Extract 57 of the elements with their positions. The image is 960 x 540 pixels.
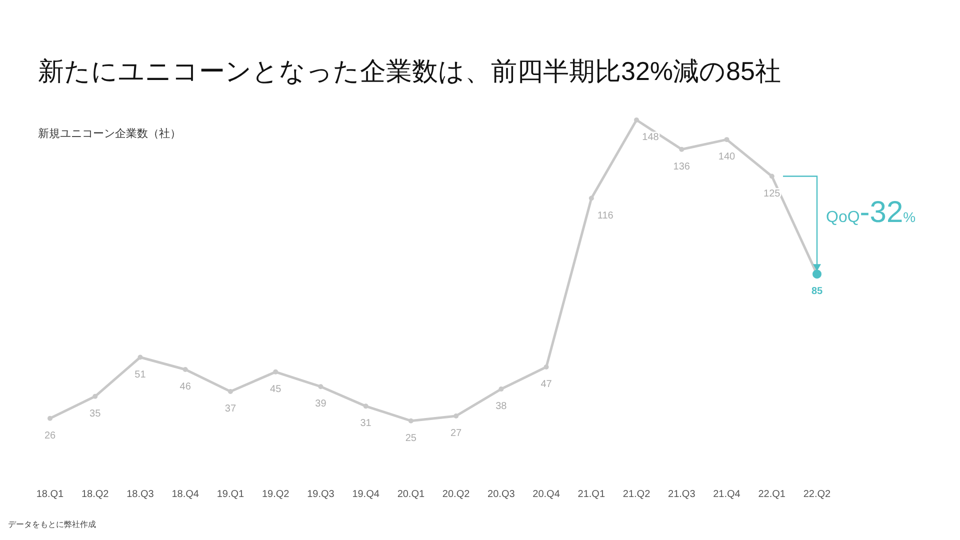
point (48, 416, 52, 421)
data-label: 116 (597, 210, 614, 222)
point (363, 404, 368, 409)
point (498, 386, 504, 392)
x-tick-label: 20.Q1 (397, 489, 425, 500)
x-tick-label: 19.Q1 (216, 489, 245, 500)
point (544, 364, 549, 370)
point (273, 369, 278, 374)
point (634, 118, 640, 122)
x-tick-label: 20.Q2 (442, 489, 470, 500)
x-tick-label: 21.Q4 (713, 489, 741, 500)
data-label: 47 (540, 379, 552, 390)
point (138, 354, 143, 360)
data-label: 37 (224, 404, 236, 414)
point (724, 137, 730, 142)
annotation: QoQ-32% (826, 196, 916, 230)
point (228, 389, 233, 394)
x-tick-label: 19.Q3 (307, 489, 335, 500)
data-label: 140 (718, 152, 736, 163)
x-tick-label: 21.Q2 (622, 489, 651, 500)
data-label: 39 (315, 398, 327, 410)
data-label: 85 (811, 286, 823, 298)
data-label: 45 (270, 384, 282, 395)
x-tick-label: 22.Q1 (758, 489, 786, 500)
data-label: 27 (450, 428, 462, 439)
data-label: 35 (90, 408, 102, 420)
x-tick-label: 21.Q3 (668, 489, 696, 500)
point (182, 366, 188, 372)
data-label: 136 (673, 161, 690, 172)
data-label: 31 (360, 418, 372, 430)
x-tick-label: 21.Q1 (578, 489, 606, 500)
point (679, 146, 684, 152)
data-label: 51 (134, 369, 146, 380)
point (769, 174, 774, 179)
x-tick-label: 20.Q4 (532, 489, 560, 500)
y-axis-title: 新規ユニコーン企業数（社） (38, 127, 181, 140)
data-label: 46 (180, 381, 192, 392)
data-label: 38 (496, 401, 508, 412)
point (454, 413, 459, 418)
point (318, 384, 324, 390)
x-tick-label: 18.Q4 (172, 489, 200, 500)
data-label: 125 (764, 188, 781, 200)
x-tick-label: 18.Q2 (81, 489, 110, 500)
data-label: 25 (405, 432, 417, 444)
x-tick-label: 19.Q2 (262, 489, 290, 500)
point (588, 196, 594, 201)
text: データをもとに弊社作成 (8, 520, 96, 529)
x-tick-label: 18.Q3 (126, 489, 154, 500)
x-tick-label: 18.Q1 (36, 489, 64, 500)
x-tick-label: 19.Q4 (352, 489, 380, 500)
data-label: 26 (44, 430, 56, 442)
x-tick-label: 22.Q2 (803, 489, 832, 500)
point (408, 418, 414, 424)
chart-title: 新たにユニコーンとなった企業数は、前四半期比32%減の85社 (38, 56, 781, 86)
data-label: 148 (642, 132, 660, 143)
x-tick-label: 20.Q3 (488, 489, 516, 500)
point (92, 394, 98, 399)
